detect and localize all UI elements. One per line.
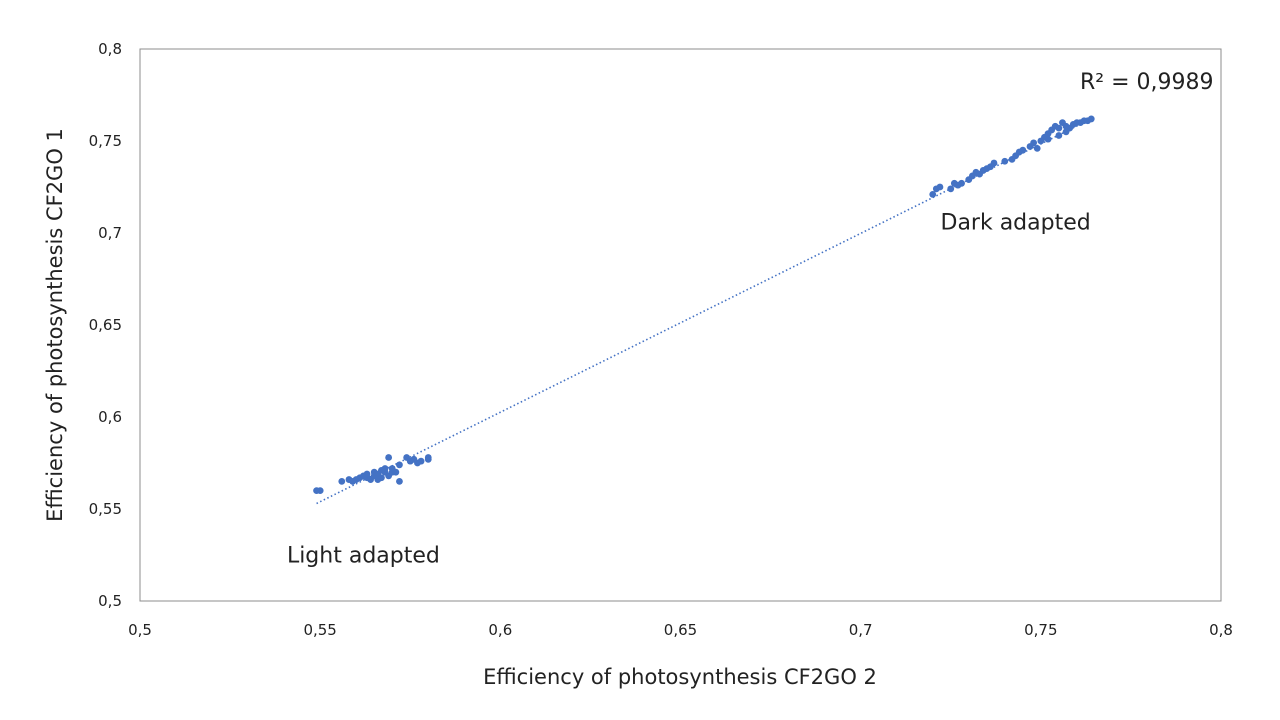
data-point [958,179,965,187]
y-tick-label: 0,5 [98,592,122,610]
r-squared-label: R² = 0,9989 [1080,70,1214,95]
y-tick-label: 0,55 [89,500,122,518]
y-tick-label: 0,75 [89,132,122,150]
data-point [1044,135,1052,143]
y-axis-title: Efficiency of photosynthesis CF2GO 1 [43,128,67,522]
data-point [1055,124,1063,132]
data-point [1033,144,1041,152]
data-point [1001,157,1009,165]
data-point [392,468,400,476]
data-point [417,457,425,465]
data-point [1019,146,1027,154]
x-tick-label: 0,5 [128,621,152,639]
data-point [424,454,432,461]
x-tick-labels: 0,5 0,55 0,6 0,65 0,7 0,75 0,8 [128,621,1233,639]
data-point [947,185,955,193]
y-tick-labels: 0,5 0,55 0,6 0,65 0,7 0,75 0,8 [89,40,122,610]
x-tick-label: 0,75 [1024,621,1057,639]
y-tick-label: 0,6 [98,408,122,426]
data-point [936,183,944,191]
annotation-dark-adapted: Dark adapted [941,210,1091,235]
data-point [1087,115,1095,123]
data-point [990,159,998,167]
annotation-light-adapted: Light adapted [287,543,440,568]
x-tick-label: 0,7 [849,621,873,639]
x-tick-label: 0,6 [488,621,512,639]
data-point [378,474,385,482]
y-tick-label: 0,8 [98,40,122,58]
data-point [363,470,371,478]
data-points [313,115,1095,494]
data-point [381,465,389,472]
y-tick-label: 0,65 [89,316,122,334]
data-point [316,487,324,494]
data-point [396,461,403,469]
data-point [1030,139,1038,147]
data-point [385,454,393,461]
data-point [929,190,937,198]
plot-area-border [139,48,1222,602]
x-tick-label: 0,8 [1209,621,1233,639]
data-point [338,478,346,485]
data-point [1055,132,1063,139]
y-tick-label: 0,7 [98,224,122,242]
x-tick-label: 0,65 [664,621,697,639]
x-tick-label: 0,55 [303,621,336,639]
data-point [396,478,403,485]
x-axis-title: Efficiency of photosynthesis CF2GO 2 [483,665,877,689]
